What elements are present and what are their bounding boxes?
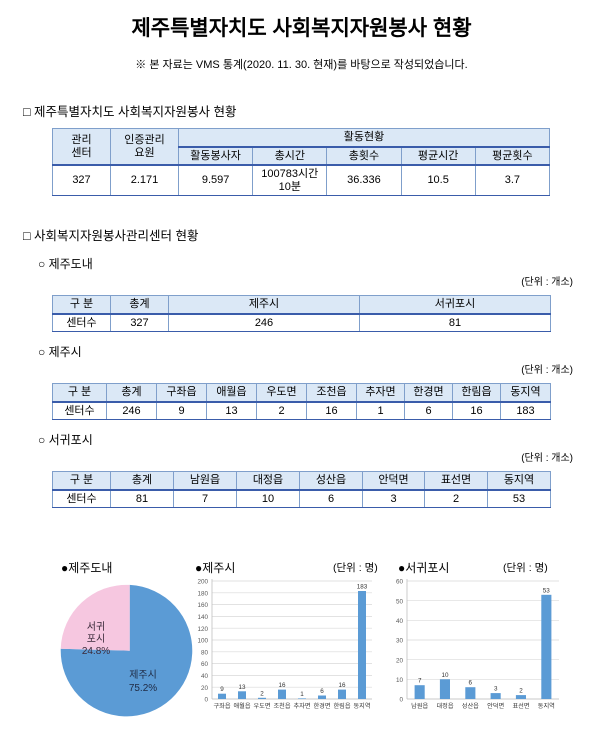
- svg-text:한경면: 한경면: [313, 702, 330, 710]
- svg-text:50: 50: [396, 598, 404, 605]
- svg-text:표선면: 표선면: [512, 702, 529, 710]
- svg-text:10: 10: [396, 677, 404, 684]
- svg-text:1: 1: [300, 691, 304, 698]
- svg-text:3: 3: [494, 686, 498, 693]
- svg-text:추자면: 추자면: [293, 702, 310, 710]
- svg-text:제주시: 제주시: [129, 669, 157, 681]
- svg-text:180: 180: [197, 590, 208, 597]
- svg-text:대정읍: 대정읍: [436, 702, 453, 710]
- svg-text:애월읍: 애월읍: [233, 702, 250, 710]
- svg-text:조천읍: 조천읍: [273, 702, 290, 710]
- svg-text:120: 120: [197, 626, 208, 633]
- svg-text:40: 40: [396, 618, 404, 625]
- svg-text:구좌읍: 구좌읍: [213, 702, 230, 710]
- svg-text:6: 6: [469, 680, 473, 687]
- svg-text:53: 53: [543, 587, 551, 594]
- svg-text:7: 7: [418, 678, 422, 685]
- svg-text:동지역: 동지역: [538, 702, 555, 710]
- svg-text:80: 80: [201, 649, 209, 656]
- svg-text:140: 140: [197, 614, 208, 621]
- svg-text:성산읍: 성산읍: [462, 702, 479, 710]
- svg-text:160: 160: [197, 602, 208, 609]
- svg-text:40: 40: [201, 673, 209, 680]
- svg-text:24.8%: 24.8%: [82, 646, 110, 657]
- svg-text:10: 10: [441, 672, 449, 679]
- svg-text:0: 0: [204, 697, 208, 704]
- svg-text:9: 9: [220, 686, 224, 693]
- svg-text:한림읍: 한림읍: [333, 702, 350, 710]
- svg-text:우도면: 우도면: [253, 702, 270, 710]
- svg-text:16: 16: [278, 682, 286, 689]
- svg-text:포시: 포시: [87, 633, 105, 645]
- svg-text:20: 20: [201, 685, 209, 692]
- svg-text:183: 183: [357, 584, 368, 591]
- svg-text:동지역: 동지역: [353, 702, 370, 710]
- svg-text:2: 2: [260, 690, 264, 697]
- svg-text:13: 13: [238, 684, 246, 691]
- svg-text:서귀: 서귀: [87, 621, 105, 633]
- svg-text:200: 200: [197, 579, 208, 586]
- svg-text:16: 16: [338, 682, 346, 689]
- svg-text:60: 60: [201, 661, 209, 668]
- svg-text:30: 30: [396, 638, 404, 645]
- svg-text:20: 20: [396, 657, 404, 664]
- svg-text:2: 2: [519, 688, 523, 695]
- svg-text:75.2%: 75.2%: [129, 683, 157, 694]
- svg-text:0: 0: [399, 697, 403, 704]
- svg-text:안덕면: 안덕면: [487, 702, 504, 710]
- svg-text:남원읍: 남원읍: [411, 702, 428, 710]
- svg-text:6: 6: [320, 688, 324, 695]
- svg-text:100: 100: [197, 638, 208, 645]
- svg-text:60: 60: [396, 579, 404, 586]
